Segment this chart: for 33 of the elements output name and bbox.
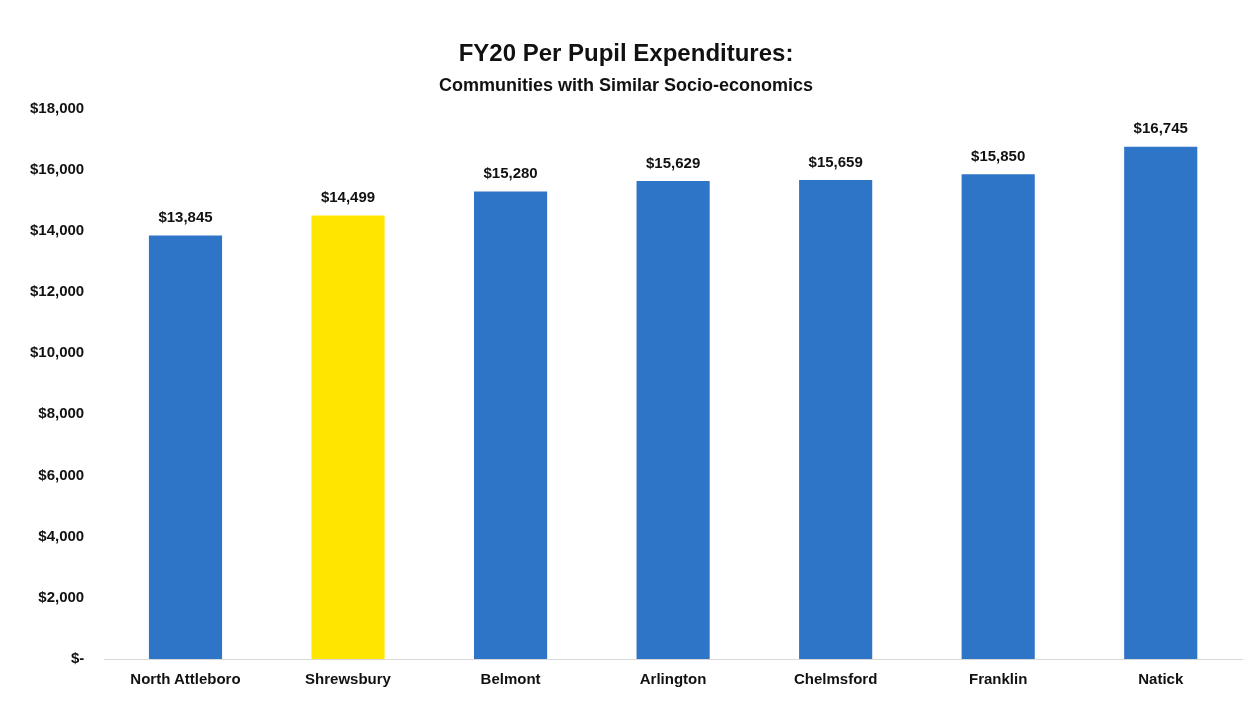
x-tick-label: Belmont [480, 670, 541, 688]
bar [311, 215, 385, 659]
x-tick-label: Franklin [969, 670, 1028, 688]
y-tick-label: $12,000 [29, 282, 85, 300]
chart-title: FY20 Per Pupil Expenditures: [458, 39, 794, 67]
bar [961, 174, 1035, 659]
bar [474, 191, 548, 659]
data-label: $15,629 [645, 153, 701, 171]
y-tick-label: $18,000 [29, 98, 85, 116]
y-tick-label: $- [70, 649, 85, 667]
data-label: $13,845 [158, 208, 213, 226]
y-tick-label: $16,000 [29, 159, 85, 177]
bar [636, 180, 710, 659]
x-tick-label: North Attleboro [130, 670, 241, 688]
data-label: $16,745 [1133, 119, 1188, 137]
x-tick-label: Natick [1138, 670, 1184, 688]
bar [1124, 146, 1198, 659]
y-tick-label: $6,000 [38, 465, 85, 483]
data-label: $14,499 [320, 188, 376, 206]
x-tick-label: Chelmsford [793, 670, 878, 688]
data-label: $15,280 [483, 164, 538, 182]
data-label: $15,850 [971, 146, 1026, 164]
y-tick-label: $4,000 [38, 526, 85, 544]
chart-subtitle: Communities with Similar Socio-economics [438, 74, 814, 95]
bar [799, 180, 873, 659]
y-tick-label: $14,000 [29, 220, 85, 238]
y-tick-label: $2,000 [38, 587, 85, 605]
data-label: $15,659 [808, 152, 863, 170]
x-tick-label: Arlington [639, 670, 707, 688]
x-tick-label: Shrewsbury [305, 670, 392, 688]
y-tick-label: $10,000 [29, 343, 85, 361]
y-tick-label: $8,000 [38, 404, 85, 422]
bar [148, 235, 223, 659]
